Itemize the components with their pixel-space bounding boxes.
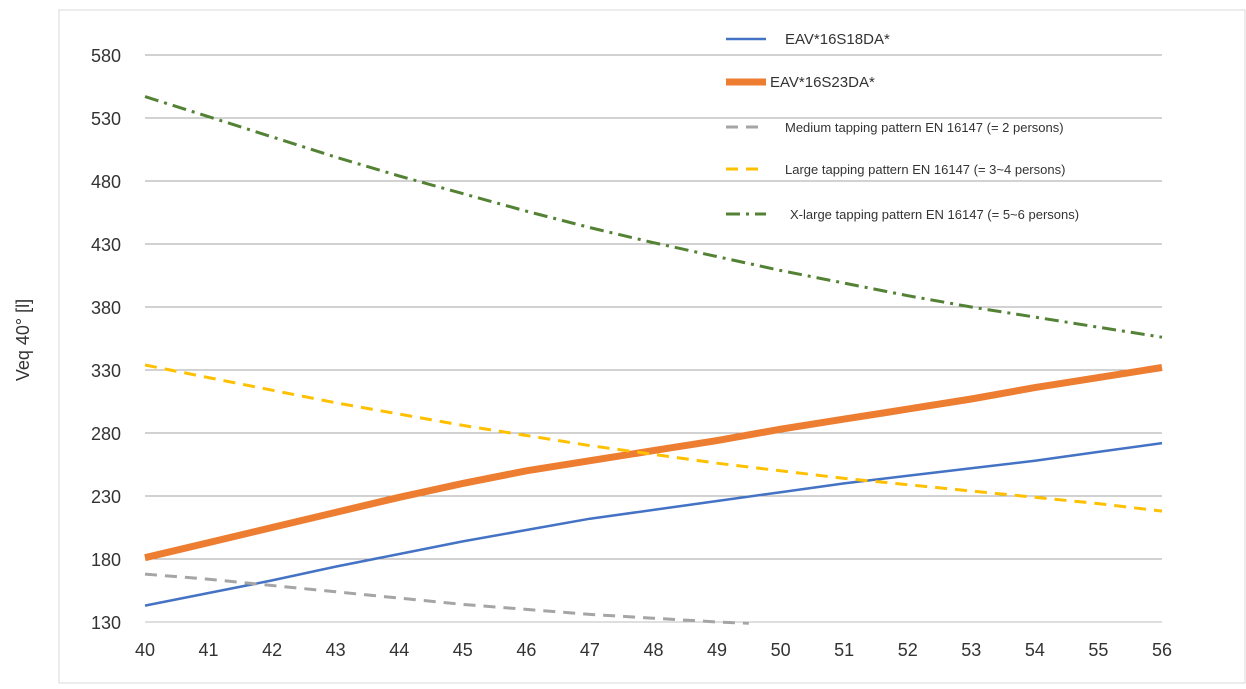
x-tick-label: 49	[707, 640, 727, 660]
x-tick-label: 43	[326, 640, 346, 660]
y-tick-label: 430	[91, 235, 121, 255]
x-tick-label: 44	[389, 640, 409, 660]
x-tick-label: 51	[834, 640, 854, 660]
y-tick-label: 280	[91, 424, 121, 444]
x-tick-label: 52	[898, 640, 918, 660]
legend: EAV*16S18DA* EAV*16S23DA* Medium tapping p…	[726, 31, 1079, 222]
gridlines	[145, 54, 1162, 623]
x-tick-label: 55	[1088, 640, 1108, 660]
x-tick-label: 47	[580, 640, 600, 660]
y-tick-label: 230	[91, 487, 121, 507]
series-lines	[144, 95, 1163, 625]
y-tick-label: 480	[91, 172, 121, 192]
x-tick-label: 42	[262, 640, 282, 660]
y-tick-label: 530	[91, 109, 121, 129]
legend-label: X-large tapping pattern EN 16147 (= 5~6 …	[790, 207, 1079, 222]
y-axis-label: Veq 40° [l]	[13, 299, 33, 381]
x-tick-label: 46	[516, 640, 536, 660]
legend-label: Medium tapping pattern EN 16147 (= 2 per…	[785, 120, 1064, 135]
y-tick-label: 580	[91, 46, 121, 66]
y-tick-label: 180	[91, 550, 121, 570]
legend-label: Large tapping pattern EN 16147 (= 3~4 pe…	[785, 162, 1065, 177]
legend-label: EAV*16S18DA*	[785, 31, 890, 48]
x-tick-label: 45	[453, 640, 473, 660]
series-line-2	[144, 364, 1163, 562]
x-tick-label: 41	[199, 640, 219, 660]
series-line-5	[144, 95, 1163, 339]
x-tick-label: 53	[961, 640, 981, 660]
x-tick-label: 54	[1025, 640, 1045, 660]
x-tick-label: 56	[1152, 640, 1172, 660]
x-tick-label: 40	[135, 640, 155, 660]
y-tick-label: 380	[91, 298, 121, 318]
chart-border	[58, 9, 1246, 684]
x-axis-ticks: 40 41 42 43 44 45 46 47 48 49 50 51 52 53 54 55 56	[135, 640, 1172, 660]
x-tick-label: 50	[771, 640, 791, 660]
y-tick-label: 130	[91, 613, 121, 633]
x-tick-label: 48	[643, 640, 663, 660]
y-tick-label: 330	[91, 361, 121, 381]
legend-label: EAV*16S23DA*	[770, 74, 875, 91]
series-line-3	[144, 572, 749, 625]
y-axis-ticks: 130 180 230 280 330 380 430 480 530 580	[91, 46, 121, 633]
series-line-1	[144, 441, 1163, 607]
